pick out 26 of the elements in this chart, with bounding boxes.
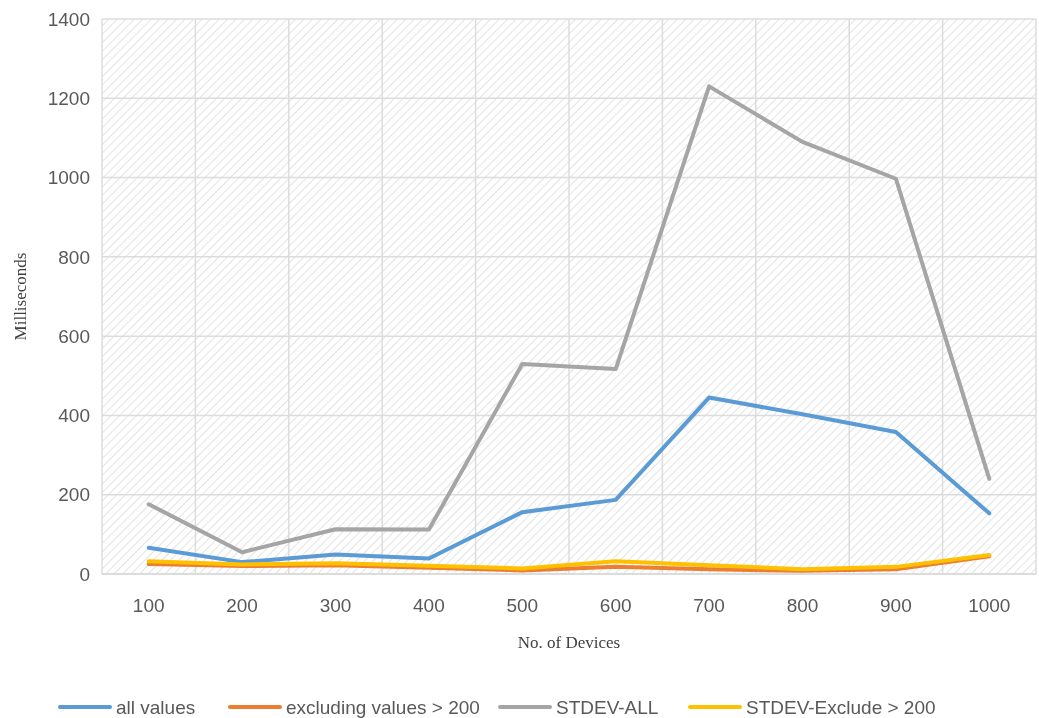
x-tick-label: 400 — [413, 595, 445, 616]
x-tick-label: 200 — [226, 595, 258, 616]
legend-label: all values — [116, 696, 196, 718]
y-tick-label: 1400 — [47, 8, 90, 30]
y-tick-label: 800 — [58, 246, 90, 268]
line-series — [146, 84, 992, 555]
x-tick-label: 1000 — [968, 595, 1011, 616]
y-tick-label: 200 — [58, 484, 90, 506]
x-tick-label: 800 — [786, 595, 819, 616]
y-tick-label: 600 — [58, 325, 90, 347]
x-tick-label: 100 — [132, 595, 165, 616]
y-tick-label: 0 — [79, 563, 90, 585]
x-tick-label: 700 — [693, 595, 725, 616]
x-tick-label: 300 — [319, 595, 352, 616]
x-axis-title: No. of Devices — [517, 633, 621, 652]
line-series — [146, 395, 992, 565]
y-axis-title: Milliseconds — [11, 252, 30, 341]
legend-label: STDEV-Exclude > 200 — [746, 696, 936, 718]
y-tick-label: 1000 — [47, 167, 90, 189]
legend-label: STDEV-ALL — [556, 696, 659, 718]
y-tick-label: 1200 — [47, 87, 90, 109]
x-tick-label: 900 — [880, 595, 912, 616]
legend-label: excluding values > 200 — [286, 696, 480, 718]
x-tick-label: 500 — [506, 595, 539, 616]
x-tick-label: 600 — [599, 595, 632, 616]
y-tick-label: 400 — [58, 405, 90, 427]
